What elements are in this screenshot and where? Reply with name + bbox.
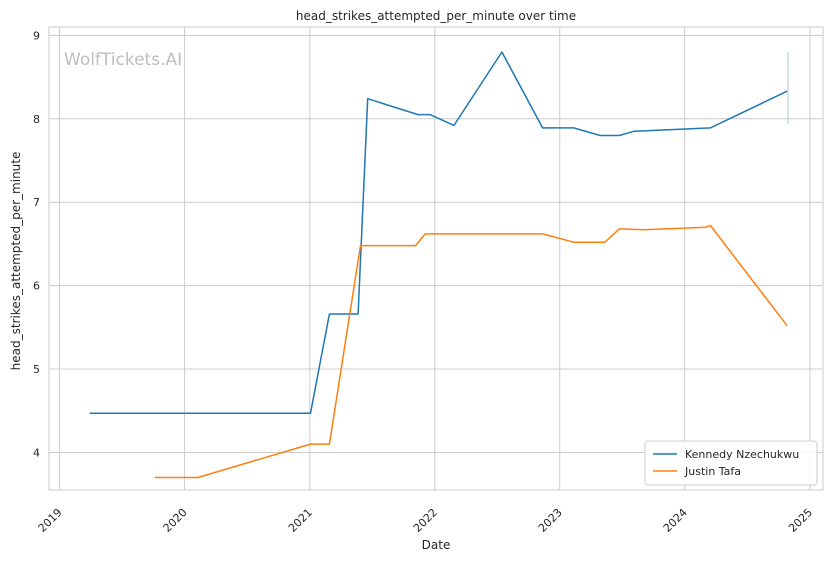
y-tick-label: 9: [33, 29, 40, 42]
chart-title: head_strikes_attempted_per_minute over t…: [296, 9, 576, 23]
x-tick-label: 2021: [286, 506, 315, 535]
x-tick-label: 2024: [661, 506, 690, 535]
y-tick-label: 8: [33, 113, 40, 126]
x-tick-label: 2019: [36, 506, 65, 535]
series-line-0: [89, 51, 788, 415]
plot-frame: [48, 26, 824, 491]
legend-label-tafa: Justin Tafa: [684, 465, 741, 478]
y-tick-label: 4: [33, 446, 40, 459]
x-axis: 2019 2020 2021 2022 2023 2024 2025: [36, 506, 815, 535]
x-tick-label: 2025: [786, 506, 815, 535]
x-tick-label: 2023: [536, 506, 565, 535]
legend-label-kennedy: Kennedy Nzechukwu: [685, 448, 799, 461]
watermark: WolfTickets.AI: [64, 50, 182, 70]
series-layer: [89, 51, 788, 479]
x-tick-label: 2022: [411, 506, 440, 535]
y-axis: 4 5 6 7 8 9: [33, 29, 40, 459]
x-tick-label: 2020: [161, 506, 190, 535]
y-axis-title: head_strikes_attempted_per_minute: [9, 152, 23, 371]
y-tick-label: 5: [33, 363, 40, 376]
legend-box: [644, 440, 818, 486]
x-axis-title: Date: [422, 538, 451, 552]
y-tick-label: 7: [33, 196, 40, 209]
series-line-1: [154, 224, 788, 479]
legend: Kennedy Nzechukwu Justin Tafa: [644, 440, 818, 486]
y-tick-label: 6: [33, 280, 40, 293]
grid: [49, 27, 823, 490]
